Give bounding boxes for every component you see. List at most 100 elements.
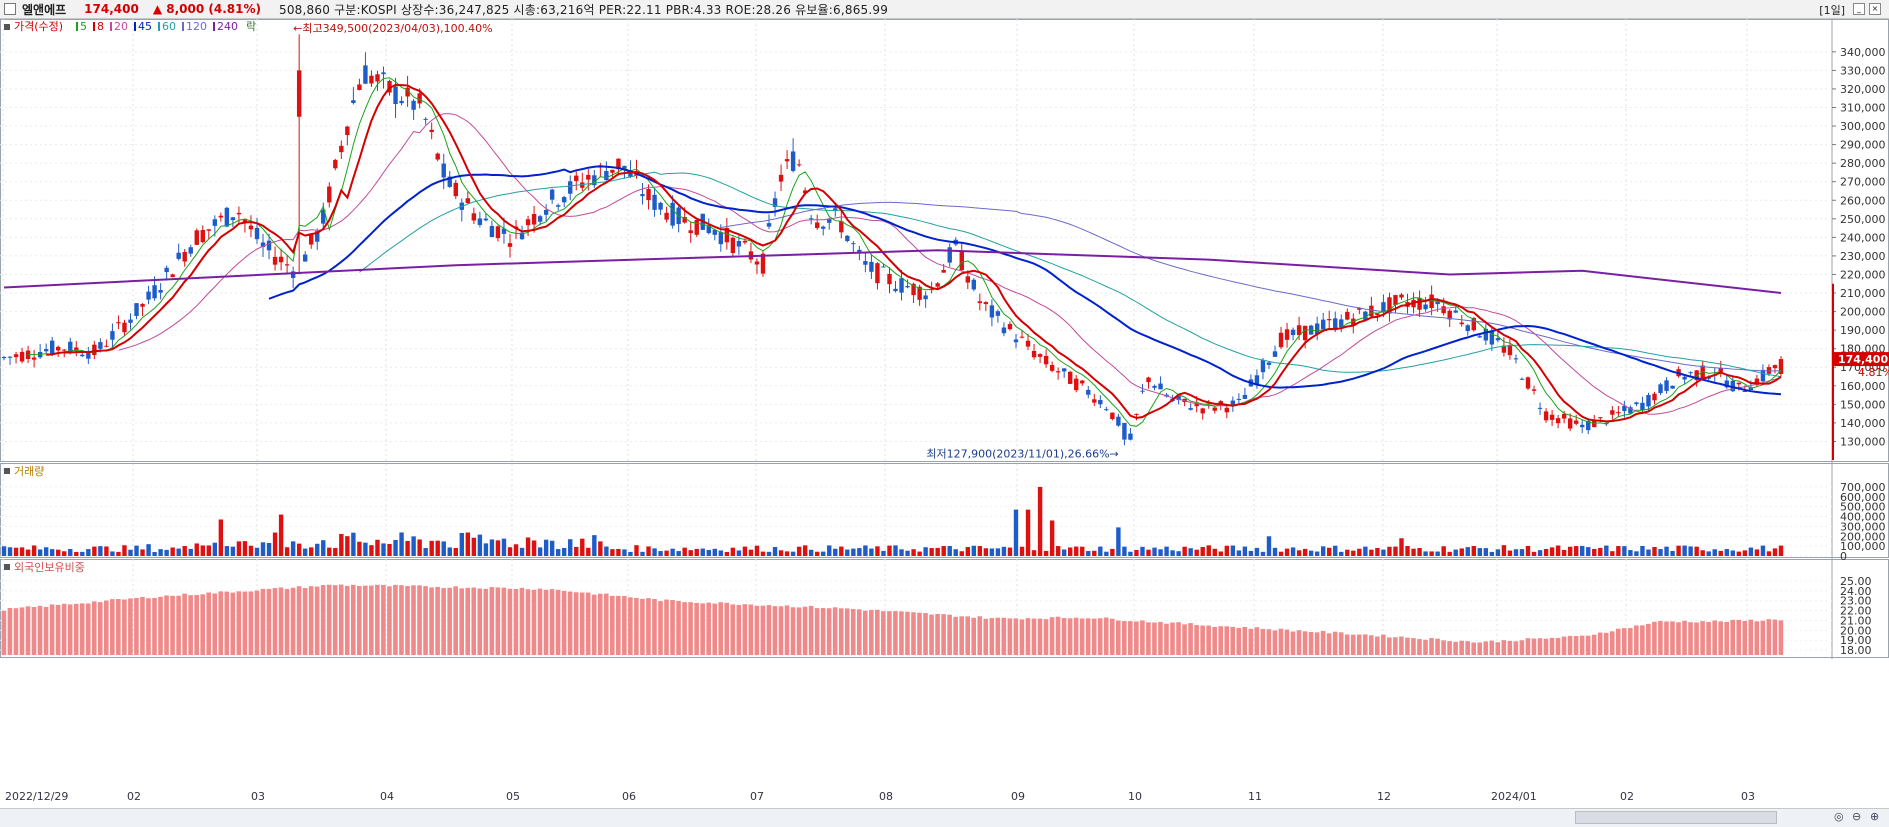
candle-body: [555, 205, 561, 207]
zoom-reset-icon[interactable]: ◎: [1834, 810, 1844, 823]
foreign-bar: [1700, 621, 1705, 655]
minimize-icon[interactable]: _: [1853, 3, 1865, 15]
foreign-bar: [634, 598, 639, 655]
foreign-bar: [1272, 630, 1278, 655]
stock-chart[interactable]: 130,000140,000150,000160,000170,000180,0…: [0, 19, 1889, 808]
candle-body: [1537, 407, 1543, 409]
foreign-bar: [1079, 618, 1085, 655]
foreign-bar: [1242, 626, 1248, 655]
candle-body: [1586, 420, 1591, 431]
foreign-bar: [67, 604, 73, 655]
volume-bar: [1086, 551, 1091, 556]
foreign-bar: [1615, 628, 1621, 655]
candle-body: [1116, 416, 1121, 426]
candle-body: [212, 219, 218, 226]
volume-bar: [399, 532, 404, 556]
foreign-bar: [1308, 631, 1314, 655]
foreign-bar: [555, 589, 561, 655]
candle-body: [68, 341, 73, 353]
zoom-in-icon[interactable]: ⊕: [1870, 810, 1880, 823]
volume-bar: [1146, 549, 1151, 556]
volume-bar: [893, 545, 898, 556]
candle-body: [290, 271, 296, 278]
candle-body: [1224, 407, 1230, 413]
foreign-bar: [170, 595, 175, 655]
foreign-bar: [13, 608, 19, 655]
volume-bar: [43, 547, 49, 556]
foreign-bar: [923, 613, 928, 655]
volume-bar: [1320, 546, 1326, 556]
volume-bar: [1357, 548, 1362, 556]
foreign-bar: [591, 594, 597, 655]
volume-bar: [1043, 550, 1049, 556]
candle-body: [387, 80, 392, 93]
x-tick-label: 05: [506, 790, 520, 803]
volume-bar: [766, 551, 772, 556]
candle-body: [1152, 385, 1157, 388]
volume-bar: [1567, 546, 1573, 556]
volume-bar: [1025, 509, 1031, 556]
foreign-bar: [1579, 635, 1585, 655]
candle-body: [1567, 418, 1573, 429]
legend-ma-swatch: [93, 22, 95, 31]
candle-body: [447, 176, 452, 187]
volume-bar: [718, 550, 724, 556]
foreign-bar: [1122, 621, 1127, 655]
legend-ma-swatch: [213, 22, 215, 31]
foreign-bar: [134, 597, 139, 655]
foreign-bar: [838, 608, 844, 655]
candle-body: [1580, 424, 1585, 428]
volume-bar: [1031, 550, 1037, 556]
foreign-bar: [176, 595, 181, 655]
candle-body: [1387, 297, 1392, 314]
candle-body: [1320, 319, 1326, 330]
volume-bar: [598, 541, 603, 556]
volume-bar: [429, 540, 434, 556]
foreign-bar: [212, 593, 218, 655]
period-selector[interactable]: [1일]: [1819, 4, 1845, 17]
foreign-bar: [724, 602, 730, 655]
foreign-bar: [1573, 636, 1579, 655]
candle-body: [790, 151, 796, 171]
volume-bar: [1724, 549, 1729, 556]
volume-bar: [748, 549, 754, 556]
candle-body: [1188, 408, 1193, 410]
chart-scrollbar[interactable]: [1575, 811, 1777, 824]
foreign-bar: [567, 591, 573, 655]
foreign-bar: [242, 591, 248, 655]
volume-bar: [977, 546, 983, 556]
volume-bar: [1543, 548, 1549, 556]
candle-body: [1447, 310, 1452, 320]
foreign-bar: [182, 593, 187, 655]
foreign-bar: [290, 587, 296, 655]
foreign-bar: [1483, 641, 1489, 655]
candle-body: [13, 354, 19, 358]
volume-bar: [905, 550, 910, 556]
close-icon[interactable]: ×: [1869, 3, 1881, 15]
foreign-bar: [1158, 621, 1163, 655]
foreign-bar: [911, 612, 916, 655]
volume-bar: [1104, 551, 1109, 556]
foreign-bar: [947, 614, 952, 655]
candle-body: [1278, 332, 1284, 348]
volume-bar: [1055, 546, 1061, 556]
foreign-bar: [543, 589, 549, 655]
foreign-bar: [477, 588, 483, 655]
volume-bar: [1128, 551, 1133, 556]
volume-bar: [592, 535, 597, 556]
foreign-bars: [1, 584, 1784, 655]
candle-body: [664, 212, 669, 220]
foreign-bar: [887, 611, 892, 655]
select-checkbox[interactable]: [4, 3, 16, 15]
zoom-out-icon[interactable]: ⊖: [1852, 810, 1862, 823]
foreign-bar: [869, 609, 874, 655]
candle-body: [441, 163, 446, 178]
foreign-bar: [1501, 640, 1507, 655]
candle-body: [1453, 310, 1458, 313]
candle-body: [1465, 325, 1470, 332]
foreign-bar: [1254, 627, 1260, 655]
foreign-bar: [748, 604, 754, 655]
foreign-bar: [1302, 631, 1308, 655]
foreign-bar: [369, 585, 374, 655]
candle-body: [423, 118, 428, 120]
